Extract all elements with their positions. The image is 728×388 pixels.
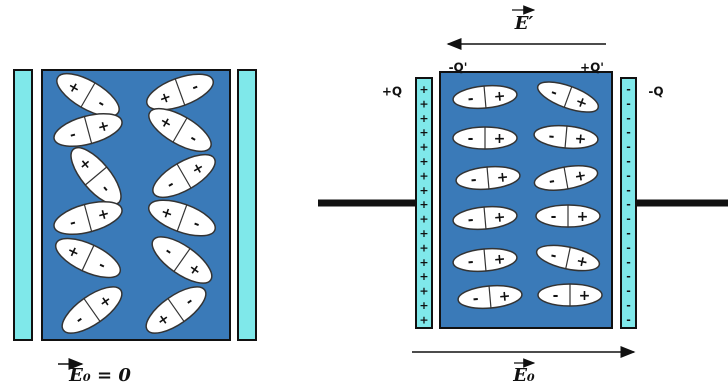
- plate: [238, 70, 256, 340]
- plate-sign: +: [419, 126, 428, 139]
- plate-sign: +: [419, 285, 428, 298]
- dipole-sign: -: [553, 288, 559, 304]
- plate-sign: -: [626, 256, 631, 269]
- charge-label: -Q: [648, 85, 663, 99]
- plate-sign: -: [626, 141, 631, 154]
- plate-sign: -: [626, 285, 631, 298]
- page: E₀ = 0 E′ E₀ -Q' +Q' +Q -Q +-+-+-+-+-+-+…: [0, 0, 728, 388]
- dipole: -+: [536, 205, 600, 227]
- plate-sign: -: [626, 169, 631, 182]
- plate-sign: -: [626, 126, 631, 139]
- plate-sign: +: [419, 213, 428, 226]
- dipole-sign: +: [493, 251, 506, 268]
- plate-sign: -: [626, 155, 631, 168]
- plate-sign: +: [419, 112, 428, 125]
- plate-sign: +: [419, 169, 428, 182]
- plate-sign: +: [419, 241, 428, 254]
- plate-sign: +: [419, 198, 428, 211]
- dipole-sign: -: [468, 131, 474, 147]
- dipole: -+: [453, 127, 517, 149]
- dipole-sign: +: [577, 209, 589, 225]
- plate-sign: -: [626, 83, 631, 96]
- plate-sign: +: [419, 299, 428, 312]
- plate-sign: -: [626, 270, 631, 283]
- field-label: E₀: [512, 365, 535, 386]
- charge-label: -Q': [449, 61, 468, 75]
- dipole: -+: [538, 284, 602, 306]
- dipole-sign: +: [493, 209, 506, 226]
- dipole-sign: +: [498, 288, 511, 305]
- plate-sign: +: [419, 83, 428, 96]
- dipole-sign: +: [579, 288, 591, 304]
- plate-sign: -: [626, 313, 631, 326]
- plate-sign: +: [419, 313, 428, 326]
- diagram: E₀ = 0 E′ E₀ -Q' +Q' +Q -Q +-+-+-+-+-+-+…: [0, 0, 728, 388]
- plate-sign: -: [626, 241, 631, 254]
- plate-sign: -: [626, 97, 631, 110]
- plate: [14, 70, 32, 340]
- plate-sign: -: [626, 227, 631, 240]
- plate-sign: +: [419, 256, 428, 269]
- plate-sign: -: [626, 198, 631, 211]
- plate-sign: +: [419, 270, 428, 283]
- plate-sign: -: [626, 299, 631, 312]
- plate-sign: -: [626, 184, 631, 197]
- charge-label: +Q': [580, 61, 604, 75]
- dipole-sign: +: [496, 169, 509, 186]
- dipole-sign: +: [494, 131, 506, 147]
- plate-sign: +: [419, 227, 428, 240]
- dipole-sign: +: [493, 88, 506, 105]
- dipole-sign: -: [551, 209, 557, 225]
- charge-label: +Q: [382, 85, 402, 99]
- plate-sign: -: [626, 213, 631, 226]
- plate-sign: -: [626, 112, 631, 125]
- dipole-sign: +: [574, 131, 587, 148]
- plate-sign: +: [419, 97, 428, 110]
- plate-sign: +: [419, 184, 428, 197]
- plate-sign: +: [419, 141, 428, 154]
- field-label: E′: [514, 13, 534, 34]
- plate-sign: +: [419, 155, 428, 168]
- field-label: E₀ = 0: [68, 365, 131, 386]
